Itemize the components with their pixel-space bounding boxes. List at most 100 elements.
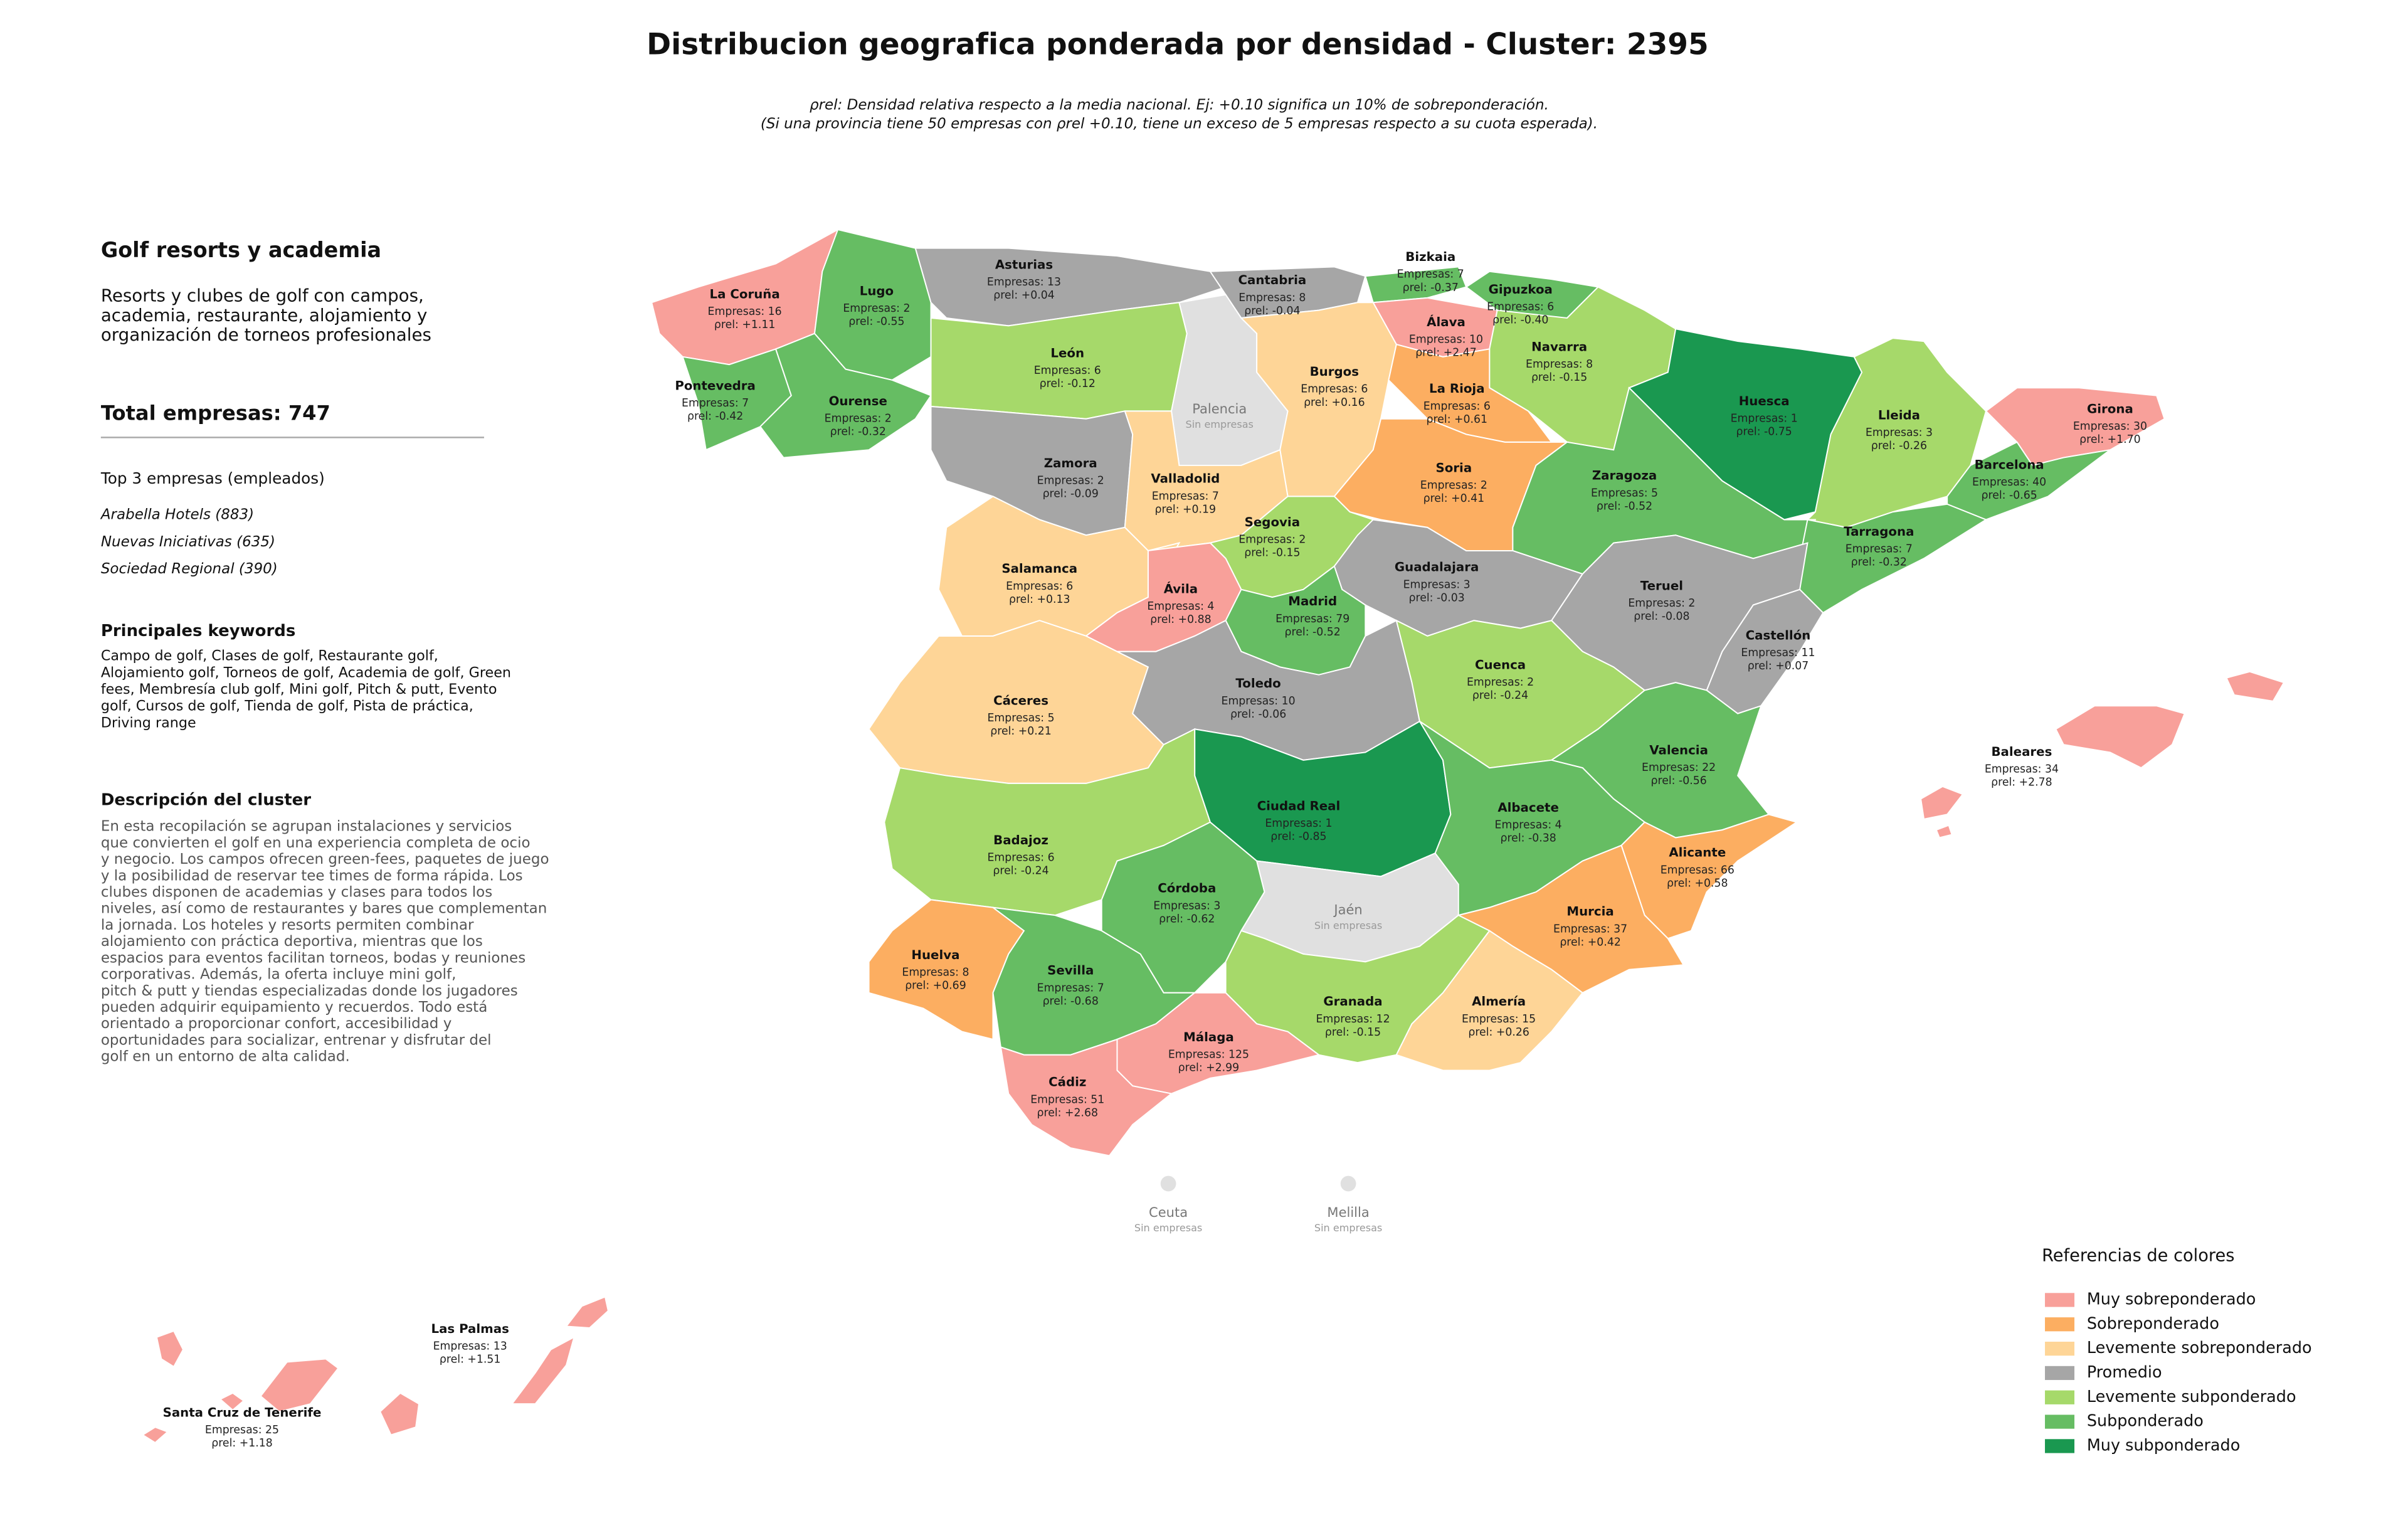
province-count: Empresas: 6 [1034, 364, 1101, 377]
province-rho: ρrel: +2.68 [1037, 1106, 1099, 1119]
province-note: Sin empresas [1314, 920, 1382, 931]
province-name: Asturias [995, 257, 1053, 272]
province-count: Empresas: 10 [1409, 334, 1483, 346]
province-name: Burgos [1310, 364, 1359, 379]
province-count: Empresas: 6 [1487, 301, 1554, 314]
province-rho: ρrel: +0.58 [1667, 877, 1728, 889]
province-shape [1935, 824, 1953, 839]
province-count: Empresas: 6 [1006, 580, 1073, 593]
province-name: Ávila [1164, 581, 1198, 596]
province-count: Empresas: 7 [1397, 268, 1464, 281]
province-name: Zamora [1044, 456, 1097, 470]
total: Total empresas: 747 [101, 401, 330, 425]
province-name: Cádiz [1048, 1075, 1086, 1090]
province-shape [141, 1426, 169, 1444]
province-rho: ρrel: -0.15 [1325, 1026, 1381, 1039]
province-rho: ρrel: -0.85 [1270, 830, 1326, 843]
panel-summary: Resorts y clubes de golf con campos, [101, 285, 424, 305]
top-company: Sociedad Regional (390) [101, 561, 278, 577]
province-name: Jaén [1333, 902, 1362, 918]
province-name: Barcelona [1975, 457, 2044, 472]
panel-heading: Golf resorts y academia [101, 238, 381, 262]
province-count: Empresas: 8 [902, 967, 969, 979]
province-shape [156, 1330, 184, 1368]
panel-summary: academia, restaurante, alojamiento y [101, 305, 428, 326]
province-name: Pontevedra [675, 378, 756, 393]
province-count: Empresas: 15 [1462, 1013, 1536, 1026]
province-rho: ρrel: -0.56 [1650, 775, 1706, 787]
top-company: Arabella Hotels (883) [100, 507, 254, 523]
legend-swatch [2045, 1317, 2075, 1332]
province-name: Huelva [911, 948, 959, 962]
province-count: Empresas: 2 [843, 302, 910, 315]
keywords-line: Alojamiento golf, Torneos de golf, Acade… [101, 664, 511, 681]
province-name: Valencia [1649, 743, 1708, 757]
title: Distribucion geografica ponderada por de… [647, 28, 1709, 62]
province-name: Málaga [1183, 1030, 1234, 1044]
province-name: Cuenca [1475, 657, 1526, 672]
province-shape [219, 1392, 245, 1411]
province-count: Empresas: 12 [1316, 1013, 1390, 1026]
map [141, 228, 2285, 1444]
province-shape [1365, 266, 1467, 304]
province-count: Empresas: 6 [987, 852, 1054, 864]
legend-swatch [2045, 1439, 2075, 1453]
province-rho: ρrel: -0.68 [1043, 995, 1099, 1007]
province-count: Empresas: 34 [1985, 763, 2059, 776]
province-count: Empresas: 2 [1238, 534, 1306, 546]
province-count: Empresas: 2 [1420, 479, 1487, 492]
info-panel: Golf resorts y academia Total empresas: … [100, 238, 549, 1065]
province-count: Empresas: 4 [1147, 600, 1214, 613]
legend-label: Muy sobreponderado [2087, 1290, 2256, 1308]
province-name: Tarragona [1844, 524, 1914, 539]
province-count: Empresas: 8 [1526, 358, 1593, 371]
province-rho: ρrel: -0.04 [1244, 305, 1300, 317]
province-shape [1000, 1038, 1173, 1157]
province-rho: ρrel: +0.41 [1423, 492, 1485, 505]
description-title: Descripción del cluster [101, 791, 311, 810]
province-count: Empresas: 16 [708, 305, 782, 318]
province-shape [1920, 785, 1964, 820]
province-rho: ρrel: -0.62 [1159, 913, 1215, 925]
province-name: Ourense [829, 394, 887, 408]
description-line: niveles, así como de restaurantes y bare… [101, 901, 547, 917]
province-count: Empresas: 7 [1846, 543, 1913, 555]
province-name: Santa Cruz de Tenerife [163, 1405, 322, 1419]
province-name: Alicante [1669, 846, 1726, 860]
description-line: oportunidades para socializar, entrenar … [101, 1032, 492, 1048]
description-line: pueden adquirir equipamiento y recuerdos… [101, 999, 487, 1016]
province-count: Empresas: 40 [1972, 476, 2046, 489]
province-count: Empresas: 5 [987, 712, 1054, 724]
province-name: Córdoba [1158, 881, 1216, 896]
province-name: Castellón [1746, 628, 1811, 642]
legend-swatch [2045, 1341, 2075, 1356]
province-count: Empresas: 5 [1591, 487, 1658, 499]
province-count: Empresas: 2 [1037, 475, 1104, 487]
province-note: Sin empresas [1314, 1222, 1382, 1234]
province-name: Girona [2087, 401, 2133, 416]
description-line: la jornada. Los hoteles y resorts permit… [101, 917, 474, 933]
province-name: La Coruña [710, 287, 780, 301]
legend-swatch [2045, 1390, 2075, 1404]
province-rho: ρrel: -0.24 [993, 865, 1048, 878]
province-shape [1946, 441, 2111, 521]
province-shape [759, 332, 932, 459]
description-line: clubes disponen de academias y clases pa… [101, 884, 492, 901]
province-count: Empresas: 125 [1168, 1049, 1249, 1061]
province-count: Empresas: 3 [1153, 899, 1220, 912]
province-name: Madrid [1288, 594, 1337, 608]
province-name: Gipuzkoa [1489, 282, 1553, 297]
province-shape [2055, 705, 2186, 769]
province-shape [379, 1392, 420, 1436]
province-name: Huesca [1739, 394, 1790, 408]
description-line: pitch & putt y tiendas especializadas do… [101, 983, 518, 999]
province-shape [565, 1296, 609, 1329]
province-count: Empresas: 2 [1628, 597, 1695, 610]
description-line: golf en un entorno de alta calidad. [101, 1049, 350, 1065]
province-rho: ρrel: +0.04 [993, 289, 1055, 302]
province-count: Empresas: 6 [1423, 400, 1491, 413]
province-count: Empresas: 2 [1467, 676, 1534, 689]
province-shape [1340, 1175, 1356, 1192]
province-name: Teruel [1640, 578, 1683, 593]
